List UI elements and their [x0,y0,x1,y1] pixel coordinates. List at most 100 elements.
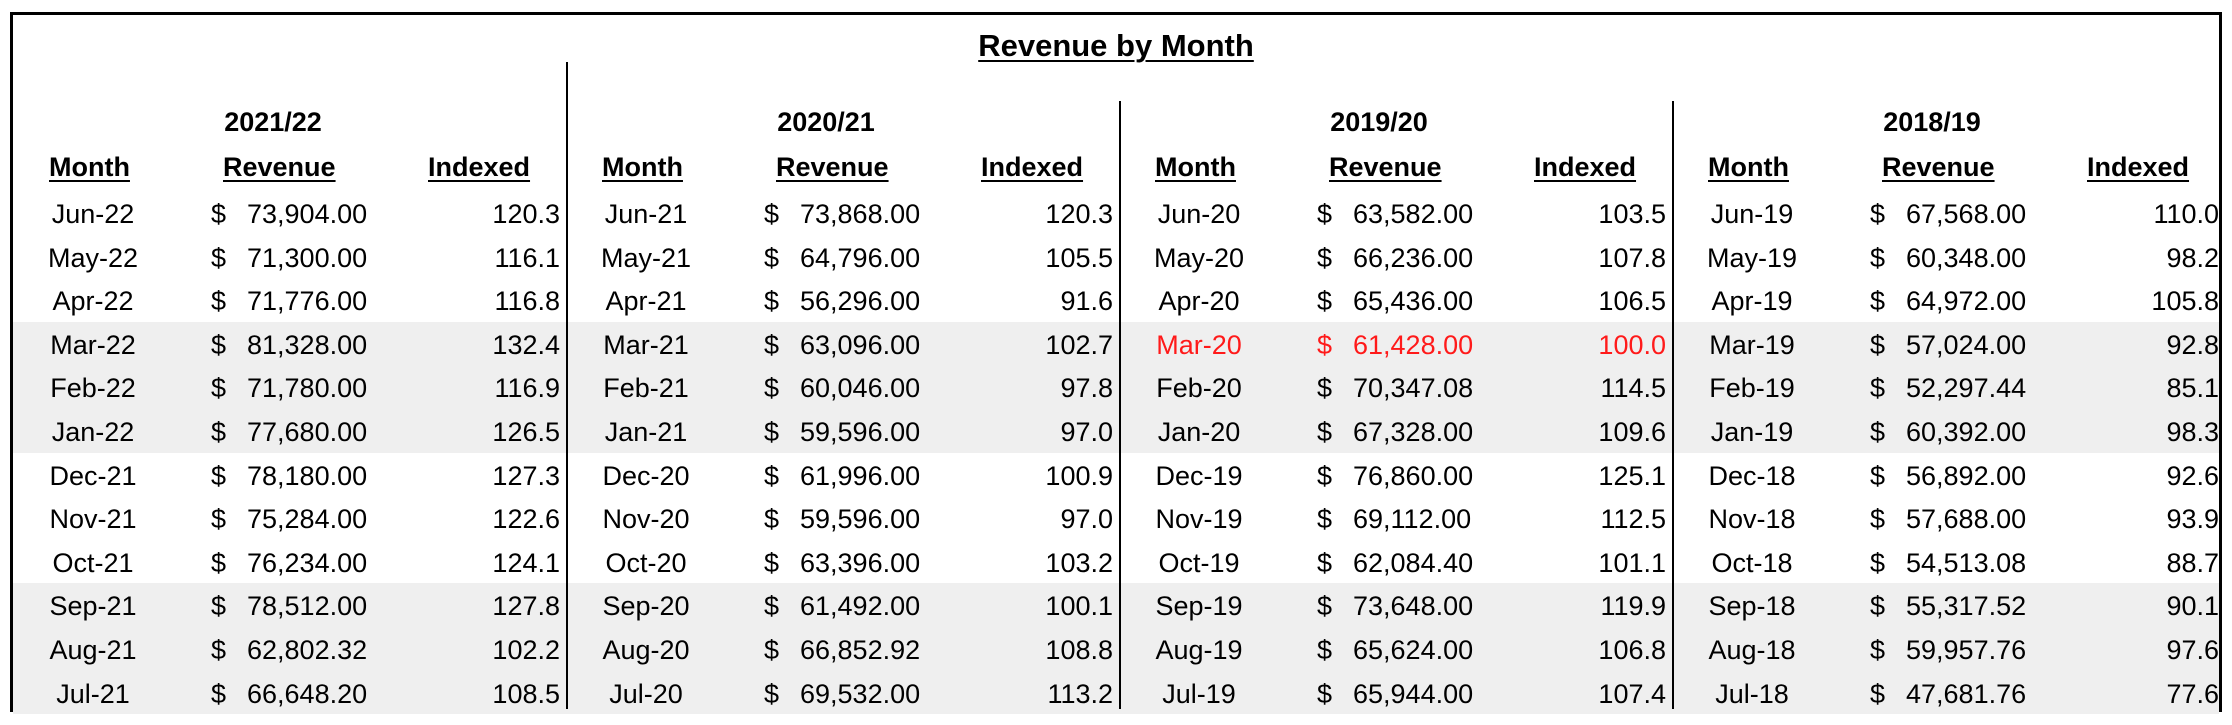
table-row: Aug-21 $62,802.32 102.2 [13,627,566,671]
currency-symbol: $ [211,504,227,535]
table-row: Dec-21 $78,180.00 127.3 [13,453,566,497]
table-row: Jul-20 $69,532.00 113.2 [566,671,1119,715]
month-cell: Aug-20 [602,635,690,665]
month-cell: Oct-21 [52,547,134,578]
indexed-cell: 105.8 [2151,286,2219,317]
month-cell: Apr-20 [1158,286,1240,317]
currency-symbol: $ [211,547,227,578]
revenue-cell: 64,796.00 [800,242,921,273]
currency-symbol: $ [1870,678,1886,709]
table-row: Apr-20 $65,436.00 106.5 [1119,278,1672,322]
indexed-cell: 127.3 [492,460,560,491]
revenue-cell: 54,513.08 [1906,547,2027,578]
currency-symbol: $ [764,678,780,709]
table-row: Sep-21 $78,512.00 127.8 [13,583,566,627]
currency-symbol: $ [764,373,780,404]
revenue-cell: 59,957.76 [1906,635,2027,665]
table-row: Jan-20 $67,328.00 109.6 [1119,409,1672,453]
table-row: Nov-18 $57,688.00 93.9 [1672,496,2225,540]
month-cell: Jan-19 [1710,417,1794,447]
indexed-cell: 101.1 [1598,547,1666,578]
indexed-cell: 103.2 [1045,547,1113,578]
month-header: Month [49,152,130,182]
indexed-cell: 113.2 [1047,678,1113,709]
table-row: Feb-22 $71,780.00 116.9 [13,365,566,409]
month-cell: Aug-21 [49,635,137,665]
year-block: 2020/21 Month Revenue Indexed Jun-21 $73,868.… [566,15,1119,709]
month-cell: Oct-18 [1711,547,1793,578]
currency-symbol: $ [764,547,780,578]
currency-symbol: $ [764,199,780,229]
indexed-cell: 110.0 [2153,199,2219,229]
revenue-header: Revenue [223,152,336,182]
month-cell: Aug-19 [1155,635,1243,665]
year-label: 2020/21 [777,107,875,137]
column-divider [566,62,568,709]
indexed-cell: 91.6 [1060,286,1113,317]
table-row: Mar-19 $57,024.00 92.8 [1672,322,2225,366]
year-label: 2021/22 [224,107,322,137]
indexed-cell: 97.0 [1060,504,1113,535]
table-row: Jun-22 $73,904.00 120.3 [13,191,566,235]
table-row: Oct-20 $63,396.00 103.2 [566,540,1119,584]
revenue-cell: 62,802.32 [247,635,368,665]
revenue-cell: 66,236.00 [1353,242,1474,273]
month-cell: Jun-21 [604,199,688,229]
indexed-cell: 112.5 [1600,504,1666,535]
revenue-cell: 61,996.00 [800,460,921,491]
revenue-cell: 56,892.00 [1906,460,2027,491]
indexed-cell: 103.5 [1598,199,1666,229]
indexed-cell: 109.6 [1598,417,1666,447]
table-row: Nov-21 $75,284.00 122.6 [13,496,566,540]
year-block: 2021/22 Month Revenue Indexed Jun-22 $73,904.… [13,15,566,709]
currency-symbol: $ [211,286,227,317]
currency-symbol: $ [1317,635,1333,665]
indexed-header: Indexed [428,152,531,182]
table-row: Oct-18 $54,513.08 88.7 [1672,540,2225,584]
indexed-cell: 77.6 [2166,678,2219,709]
revenue-header: Revenue [776,152,889,182]
table-row: Apr-19 $64,972.00 105.8 [1672,278,2225,322]
table-row: May-19 $60,348.00 98.2 [1672,235,2225,279]
table-row: Jul-18 $47,681.76 77.6 [1672,671,2225,715]
revenue-cell: 73,648.00 [1353,591,1474,622]
currency-symbol: $ [764,286,780,317]
currency-symbol: $ [1870,242,1886,273]
month-cell: Apr-19 [1711,286,1793,317]
revenue-cell: 65,436.00 [1353,286,1474,317]
shaded-row-band-q3 [13,322,2219,453]
currency-symbol: $ [764,242,780,273]
currency-symbol: $ [1317,329,1333,360]
revenue-cell: 73,904.00 [247,199,368,229]
table-row: Jun-20 $63,582.00 103.5 [1119,191,1672,235]
table-row: May-20 $66,236.00 107.8 [1119,235,1672,279]
indexed-cell: 127.8 [492,591,560,622]
month-cell: Apr-21 [605,286,687,317]
month-cell: Mar-21 [603,329,689,360]
indexed-cell: 120.3 [1045,199,1113,229]
revenue-header: Revenue [1882,152,1995,182]
indexed-cell: 97.8 [1060,373,1113,404]
month-cell: Jan-22 [51,417,135,447]
month-cell: Dec-20 [602,460,690,491]
revenue-cell: 77,680.00 [247,417,368,447]
indexed-cell: 102.2 [492,635,560,665]
revenue-cell: 71,300.00 [247,242,368,273]
table-row: Dec-19 $76,860.00 125.1 [1119,453,1672,497]
month-cell: Feb-21 [603,373,689,404]
currency-symbol: $ [764,460,780,491]
revenue-cell: 52,297.44 [1906,373,2027,404]
currency-symbol: $ [1317,286,1333,317]
revenue-cell: 61,492.00 [800,591,921,622]
table-row: Apr-22 $71,776.00 116.8 [13,278,566,322]
currency-symbol: $ [211,373,227,404]
indexed-cell: 85.1 [2166,373,2219,404]
month-cell: May-21 [600,242,692,273]
currency-symbol: $ [1870,547,1886,578]
revenue-cell: 76,234.00 [247,547,368,578]
currency-symbol: $ [764,504,780,535]
currency-symbol: $ [211,635,227,665]
revenue-cell: 55,317.52 [1906,591,2027,622]
revenue-cell: 60,392.00 [1906,417,2027,447]
currency-symbol: $ [1317,199,1333,229]
